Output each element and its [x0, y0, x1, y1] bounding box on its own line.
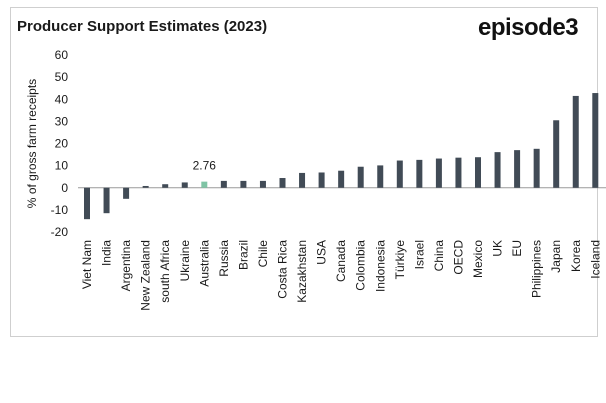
brand-logo: episode3	[478, 14, 579, 41]
bar	[240, 180, 247, 188]
x-tick-label: Chile	[256, 240, 270, 268]
bar	[318, 172, 325, 188]
bar	[279, 178, 286, 188]
y-tick-label: -10	[51, 203, 69, 217]
bar	[592, 93, 599, 188]
bar	[357, 166, 364, 188]
bar	[123, 187, 130, 199]
bar	[181, 182, 188, 188]
bar	[259, 180, 266, 188]
bar	[514, 150, 521, 188]
x-tick-label: Mexico	[471, 240, 485, 278]
bar	[475, 157, 481, 188]
x-tick-label: Türkiye	[393, 240, 407, 280]
bar	[553, 120, 560, 188]
x-tick-label: Costa Rica	[276, 240, 290, 299]
x-tick-label: Russia	[217, 240, 231, 277]
x-tick-label: Japan	[549, 240, 563, 273]
bar	[572, 95, 579, 188]
bar	[84, 187, 90, 220]
x-tick-label: Indonesia	[373, 240, 387, 292]
bar	[162, 184, 169, 188]
x-tick-label: Brazil	[236, 240, 250, 270]
x-tick-label: OECD	[451, 240, 465, 275]
x-tick-label: USA	[315, 240, 329, 265]
bar	[103, 187, 110, 214]
x-tick-label: India	[100, 240, 114, 266]
x-tick-label: UK	[491, 240, 505, 257]
x-tick-label: Australia	[197, 240, 211, 287]
bar	[201, 181, 208, 188]
bar	[533, 148, 540, 188]
x-tick-label: EU	[510, 240, 524, 257]
bar	[455, 157, 462, 188]
y-tick-label: -20	[51, 225, 69, 239]
y-tick-label: 20	[55, 137, 69, 151]
bar	[416, 159, 423, 188]
x-tick-label: Colombia	[354, 240, 368, 291]
x-tick-label: Philippines	[530, 240, 544, 298]
x-tick-label: Kazakhstan	[295, 240, 309, 303]
bar	[396, 160, 403, 188]
bar	[338, 170, 345, 188]
bar	[435, 158, 442, 188]
chart-title: Producer Support Estimates (2023)	[17, 18, 268, 35]
x-tick-label: Israel	[412, 240, 426, 269]
x-tick-label: Canada	[334, 240, 348, 282]
x-tick-label: Ukraine	[178, 240, 192, 282]
bar	[142, 185, 149, 188]
y-tick-label: 10	[55, 159, 69, 173]
y-tick-label: 50	[55, 70, 69, 84]
bar	[299, 172, 306, 188]
y-tick-label: 40	[55, 92, 69, 106]
y-axis-label: % of gross farm receipts	[25, 79, 39, 208]
bar	[494, 152, 501, 188]
x-tick-label: New Zealand	[139, 240, 153, 311]
y-tick-label: 30	[55, 114, 69, 128]
x-tick-label: Korea	[569, 240, 583, 272]
x-tick-label: Iceland	[588, 240, 602, 279]
bar	[377, 165, 384, 188]
x-tick-label: south Africa	[158, 240, 172, 303]
y-tick-label: 60	[55, 48, 69, 62]
bar	[220, 180, 227, 188]
y-tick-label: 0	[61, 181, 68, 195]
x-tick-label: China	[432, 240, 446, 272]
x-tick-label: Viet Nam	[80, 240, 94, 289]
data-label: 2.76	[193, 159, 217, 173]
x-tick-label: Argentina	[119, 240, 133, 292]
